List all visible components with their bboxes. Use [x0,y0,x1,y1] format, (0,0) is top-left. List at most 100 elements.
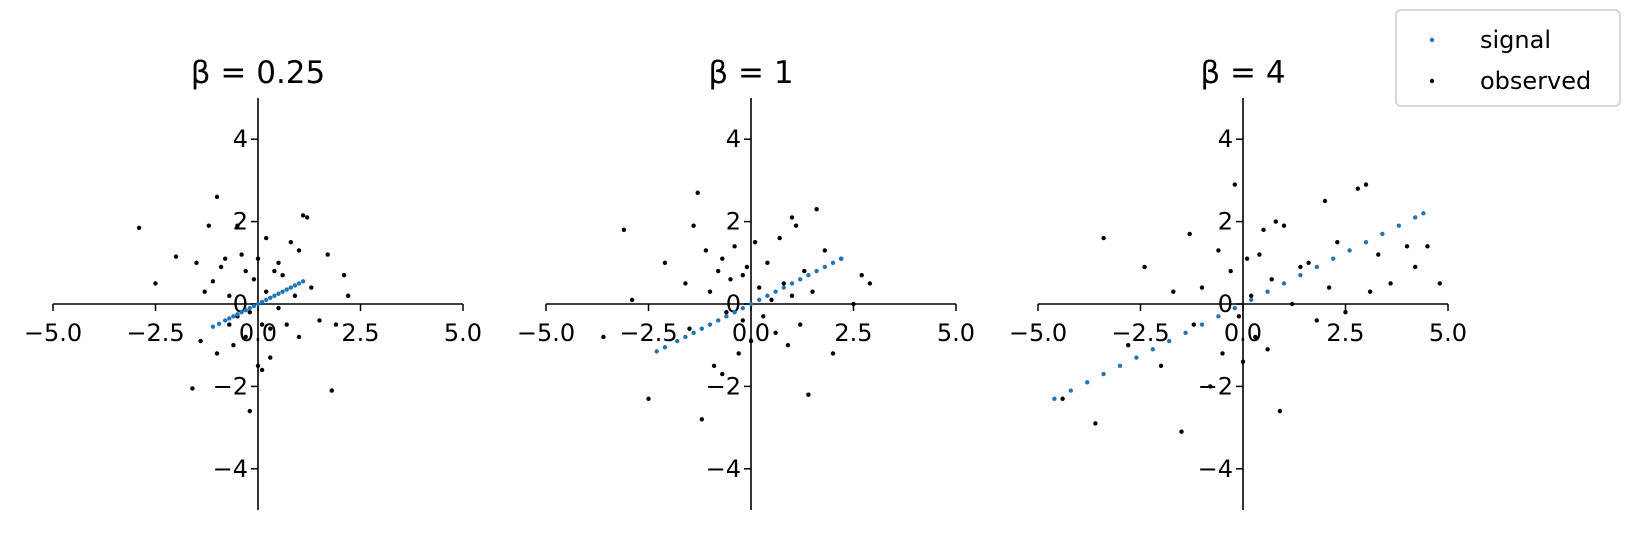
observed-point [646,396,651,401]
y-tick-label: −4 [213,455,248,483]
signal-point [227,316,232,321]
signal-point [814,268,819,274]
signal-point [798,277,803,282]
x-tick-label: 2.5 [1326,319,1364,347]
observed-point [802,268,807,274]
signal-point [268,295,273,301]
observed-point [341,272,347,278]
observed-point [1363,182,1369,187]
signal-point [216,321,222,326]
signal-point [1380,231,1385,237]
observed-point [1269,277,1274,282]
signal-point [243,307,248,313]
observed-point [214,194,220,200]
signal-point [280,289,285,294]
observed-point [773,330,778,336]
x-tick-label: −5.0 [517,319,575,347]
observed-point [288,240,293,245]
legend: signal observed [1395,9,1621,107]
observed-point [247,310,252,315]
signal-point [1183,330,1188,336]
observed-point [1208,384,1213,389]
signal-point [683,334,688,340]
observed-point [1142,264,1147,270]
observed-point [1199,285,1205,290]
observed-point [765,260,770,265]
observed-point [264,289,269,294]
panels-group: β = 0.25 −5.0 −2.5 0.0 2.5 5.0 −4 −2 0 2 4 β = 1 −5.… [24,55,1467,510]
signal-point [1232,305,1238,311]
observed-point [814,207,819,212]
observed-point [1171,289,1176,294]
signal-point [1068,388,1074,393]
signal-point [740,305,745,311]
observed-point [1355,186,1361,191]
observed-point [748,338,754,344]
observed-point [785,343,791,348]
x-tick-label: 0.0 [1224,319,1262,347]
observed-point [732,244,737,249]
observed-point [268,326,273,331]
signal-point [1331,256,1336,261]
observed-point [1093,421,1098,426]
observed-point [214,351,220,356]
observed-point [740,318,745,323]
observed-point [662,260,668,265]
observed-point [264,235,269,241]
signal-point [654,349,659,354]
observed-point [1425,244,1430,249]
signal-point [1199,322,1205,327]
x-tick-label: 5.0 [444,319,482,347]
observed-point [683,281,688,286]
x-tick-label: 2.5 [341,319,379,347]
observed-point [255,256,261,261]
signal-point [223,318,228,323]
signal-point [259,299,265,305]
observed-point [259,367,265,373]
observed-point [1277,408,1283,414]
observed-point [789,215,795,220]
observed-point [830,351,836,356]
observed-point [276,260,281,265]
observed-point [1187,231,1192,237]
observed-point [1244,256,1250,261]
observed-point [231,343,236,348]
observed-point [280,272,285,278]
observed-point [716,268,721,274]
observed-point [247,408,252,414]
observed-point [621,227,627,233]
signal-point [839,256,844,261]
panel-title: β = 0.25 [191,55,326,91]
observed-point [1367,289,1373,294]
y-tick-label: 0 [1218,290,1233,318]
signal-point [1314,264,1320,270]
y-tick-label: −2 [706,372,741,400]
signal-point [300,279,306,284]
observed-point [1322,198,1328,204]
signal-point [806,272,811,278]
observed-point [707,289,713,294]
observed-point [284,322,289,327]
observed-point [752,240,758,245]
observed-point [272,268,277,274]
signal-point [662,345,668,350]
x-tick-label: 2.5 [834,319,872,347]
observed-point [255,363,261,368]
y-tick-label: 0 [726,290,741,318]
observed-point [1261,227,1266,233]
observed-point [851,301,856,307]
observed-point [1101,235,1106,241]
observed-point [1376,252,1381,257]
observed-point [699,417,704,422]
observed-point [235,223,240,228]
observed-point [1326,285,1332,290]
signal-point [239,310,244,315]
observed-point [1281,223,1287,228]
observed-point [724,310,729,315]
observed-point [1179,429,1184,434]
y-tick-label: 2 [1218,208,1233,236]
observed-point [1413,264,1418,270]
observed-point [1126,343,1131,348]
observed-point [206,223,211,228]
observed-point [711,363,717,368]
